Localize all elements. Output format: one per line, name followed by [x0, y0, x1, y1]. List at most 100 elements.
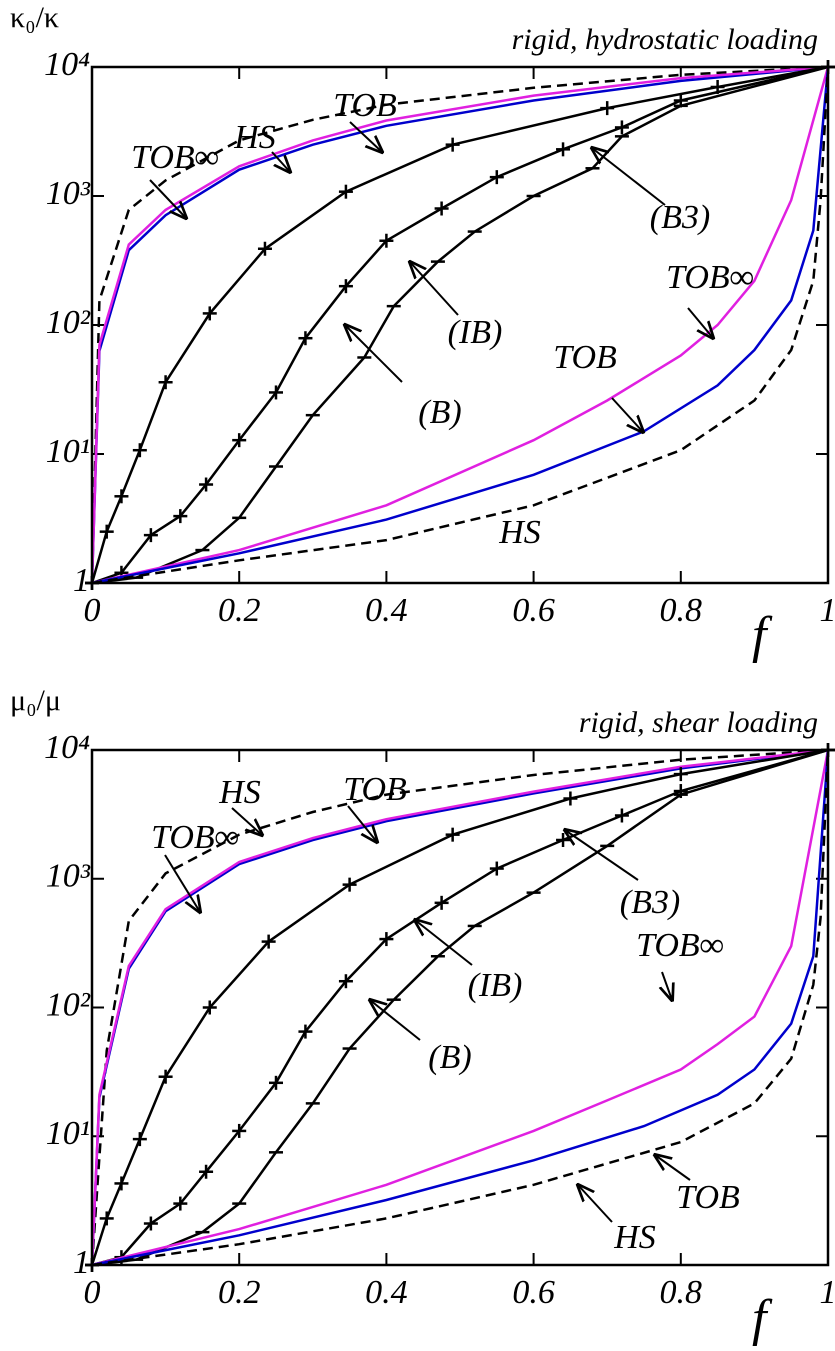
label-arrow: [164, 854, 200, 912]
label-arrow: [345, 325, 403, 383]
y-tick-label: 10⁴: [44, 46, 90, 83]
x-tick-label: 0.2: [218, 592, 261, 629]
series-line: [90, 748, 829, 1266]
curve-label: TOB: [676, 1179, 740, 1216]
curve-label: (B3): [650, 199, 710, 236]
series-line: [91, 65, 829, 585]
label-arrow: [592, 148, 666, 206]
point-marker: [143, 528, 158, 543]
series-line: [90, 748, 829, 1266]
plot-frame: [90, 65, 830, 585]
x-tick-label: 0.8: [660, 592, 703, 629]
series-line: [90, 65, 829, 584]
point-marker: [99, 524, 114, 539]
point-marker: [556, 832, 571, 847]
plot-frame: [90, 748, 830, 1267]
point-marker: [434, 201, 449, 216]
point-marker: [342, 877, 357, 892]
curve-label: HS: [498, 514, 541, 551]
label-arrow: [578, 1185, 613, 1223]
series-line: [91, 749, 830, 1267]
x-axis-label: f: [752, 1290, 773, 1347]
x-tick-label: 1: [820, 592, 835, 629]
point-marker: [232, 1123, 247, 1138]
y-tick-label: 10²: [46, 986, 91, 1023]
x-tick-label: 0.6: [512, 592, 555, 629]
x-axis-label: f: [752, 607, 773, 664]
point-marker: [556, 142, 571, 157]
point-marker: [114, 489, 129, 504]
y-tick-label: 1: [73, 1244, 90, 1281]
curve-label: HS: [218, 774, 261, 811]
point-marker: [199, 1164, 214, 1179]
point-marker: [338, 974, 353, 989]
label-arrow: [611, 397, 643, 432]
curve-label: TOB∞: [636, 927, 724, 964]
point-marker: [445, 827, 460, 842]
series-line: [91, 66, 830, 585]
curve-label: HS: [233, 119, 276, 156]
label-arrow: [655, 1155, 691, 1181]
curve-label: (B3): [620, 884, 680, 921]
point-marker: [257, 241, 272, 256]
x-tick-label: 0: [84, 1274, 101, 1311]
curve-label: TOB∞: [131, 139, 219, 176]
curve-label: TOB: [333, 87, 397, 124]
curve-label: TOB∞: [666, 259, 754, 296]
curve-label: HS: [613, 1219, 656, 1256]
label-arrow: [347, 805, 377, 842]
chart-title: rigid, shear loading: [579, 706, 818, 739]
series-line: [90, 748, 829, 1266]
curve-label: (B): [418, 394, 461, 431]
y-tick-label: 10³: [46, 858, 91, 895]
point-marker: [143, 1216, 158, 1231]
point-marker: [445, 137, 460, 152]
series-line: [91, 66, 830, 585]
label-arrow: [687, 307, 713, 338]
point-marker: [673, 767, 688, 782]
x-tick-label: 0.2: [218, 1274, 261, 1311]
point-marker: [489, 170, 504, 185]
series-line: [91, 66, 830, 585]
label-arrow: [662, 971, 672, 1000]
x-tick-label: 0.4: [365, 592, 408, 629]
y-axis-label: κ₀/κ: [10, 1, 59, 34]
point-marker: [298, 1024, 313, 1039]
x-tick-label: 1: [820, 1274, 835, 1311]
point-marker: [199, 477, 214, 492]
label-arrow: [370, 1000, 421, 1041]
x-tick-label: 0.4: [365, 1274, 408, 1311]
curve-label: TOB: [553, 339, 617, 376]
point-marker: [563, 791, 578, 806]
point-marker: [614, 120, 629, 135]
curve-label: TOB∞: [151, 819, 239, 856]
point-marker: [173, 1196, 188, 1211]
label-arrow: [410, 262, 459, 316]
label-arrow: [349, 121, 382, 152]
point-marker: [338, 279, 353, 294]
label-arrow: [231, 807, 262, 835]
x-tick-label: 0: [84, 592, 101, 629]
point-marker: [600, 101, 615, 116]
point-marker: [338, 184, 353, 199]
series-line: [91, 748, 829, 1267]
x-tick-label: 0.8: [660, 1274, 703, 1311]
point-marker: [434, 895, 449, 910]
y-tick-label: 10³: [46, 175, 91, 212]
curve-label: (IB): [448, 314, 503, 351]
series-line: [90, 65, 829, 584]
curve-label: (B): [428, 1039, 471, 1076]
label-arrow: [565, 830, 639, 881]
series-line: [90, 65, 829, 584]
point-marker: [298, 331, 313, 346]
chart-title: rigid, hydrostatic loading: [512, 23, 818, 56]
curve-label: TOB: [343, 771, 407, 808]
series-line: [91, 749, 830, 1267]
point-marker: [173, 509, 188, 524]
point-marker: [158, 375, 173, 390]
point-marker: [132, 1132, 147, 1147]
point-marker: [158, 1069, 173, 1084]
point-marker: [114, 1176, 129, 1191]
label-arrow: [271, 151, 290, 172]
